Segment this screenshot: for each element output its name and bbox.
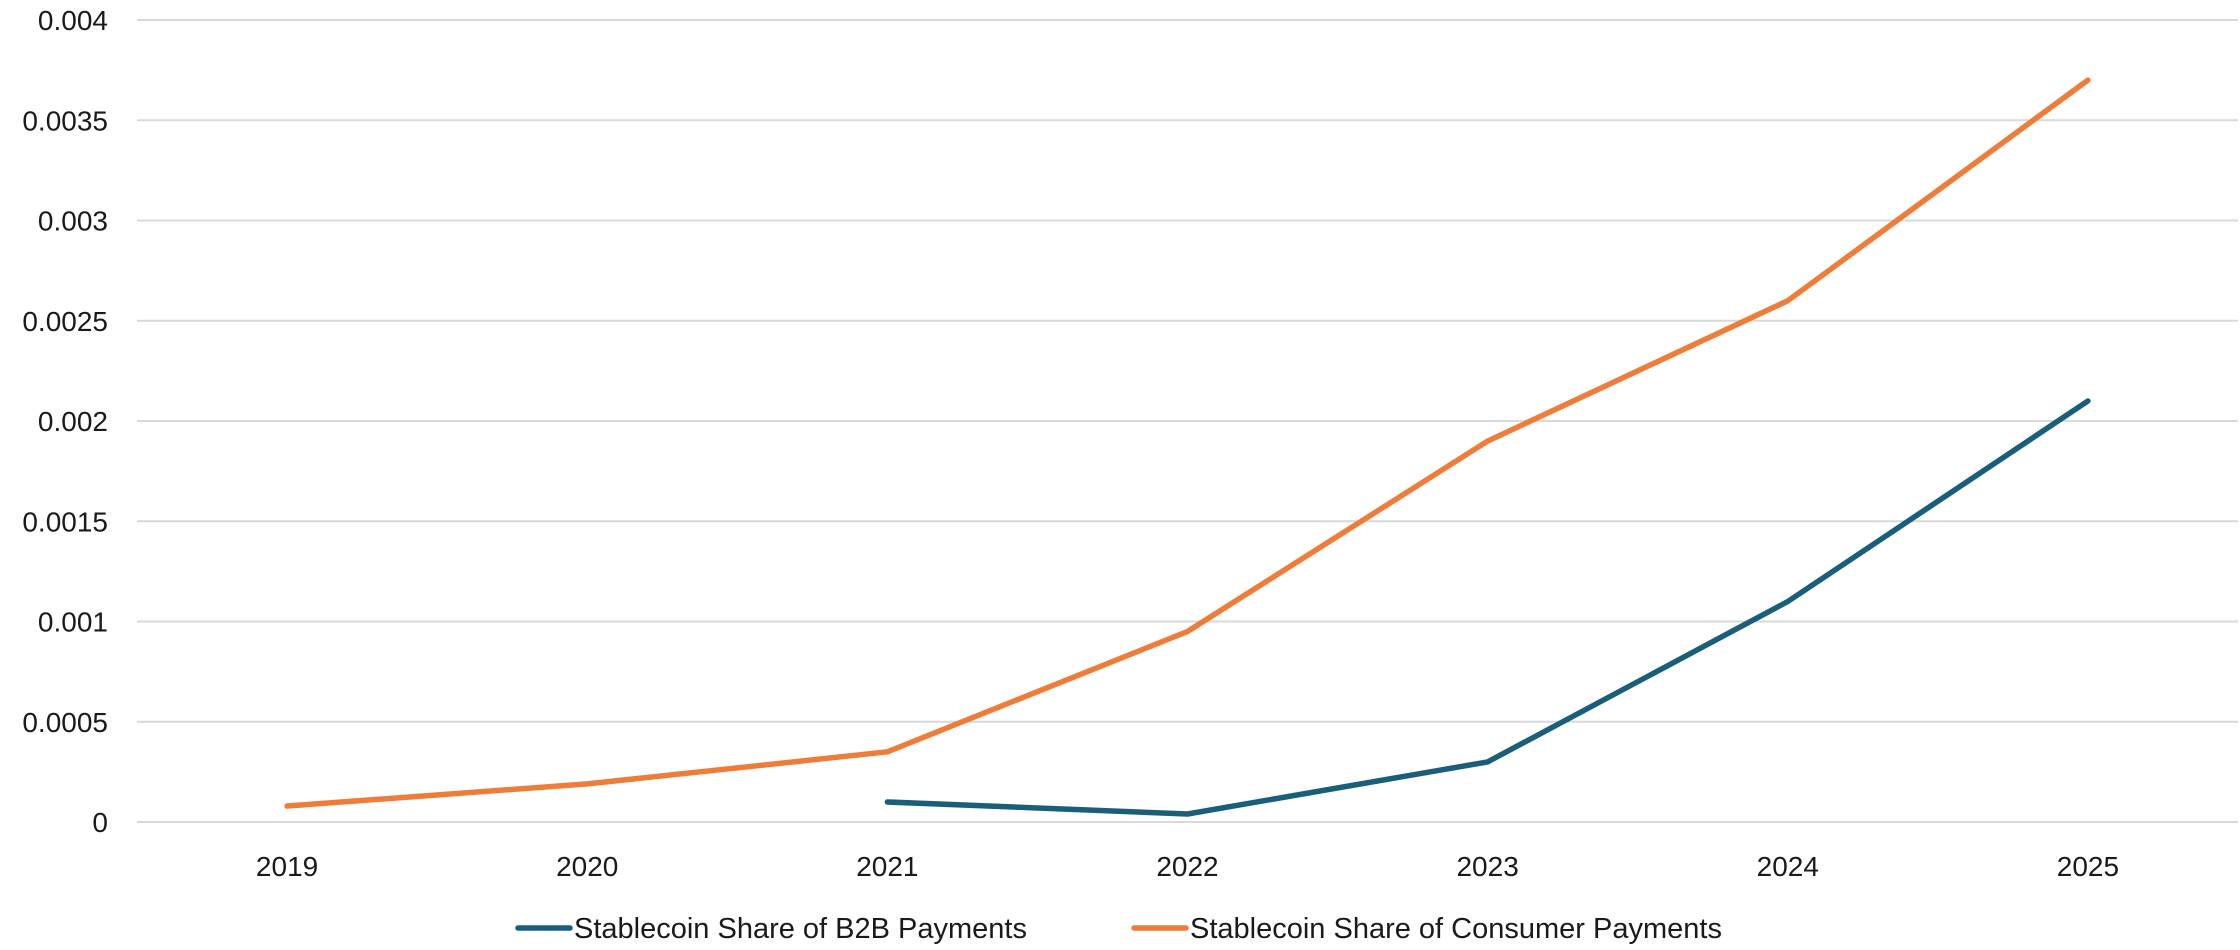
series-line-consumer [284,77,2091,809]
y-tick-label: 0.0015 [22,506,108,537]
legend-label: Stablecoin Share of Consumer Payments [1190,913,1722,945]
x-tick-label: 2021 [856,851,918,882]
y-tick-label: 0.0025 [22,306,108,337]
x-tick-label: 2022 [1156,851,1218,882]
y-tick-label: 0.004 [38,5,108,36]
x-tick-label: 2020 [556,851,618,882]
y-tick-label: 0 [92,807,108,838]
y-tick-label: 0.002 [38,406,108,437]
legend-label: Stablecoin Share of B2B Payments [574,913,1027,945]
legend: Stablecoin Share of B2B Payments Stableco… [515,913,1722,945]
x-tick-label: 2024 [1757,851,1819,882]
x-axis-tick-labels: 2019 2020 2021 2022 2023 2024 2025 [256,851,2119,882]
series-lines [284,77,2091,817]
y-tick-label: 0.0005 [22,707,108,738]
y-tick-label: 0.001 [38,607,108,638]
x-tick-label: 2019 [256,851,318,882]
y-tick-label: 0.0035 [22,105,108,136]
y-axis-tick-labels: 0 0.0005 0.001 0.0015 0.002 0.0025 0.003 0.0035… [22,5,108,838]
gridlines [137,19,2238,823]
x-tick-label: 2023 [1456,851,1518,882]
y-tick-label: 0.003 [38,206,108,237]
series-line-b2b [884,398,2091,817]
x-tick-label: 2025 [2057,851,2119,882]
